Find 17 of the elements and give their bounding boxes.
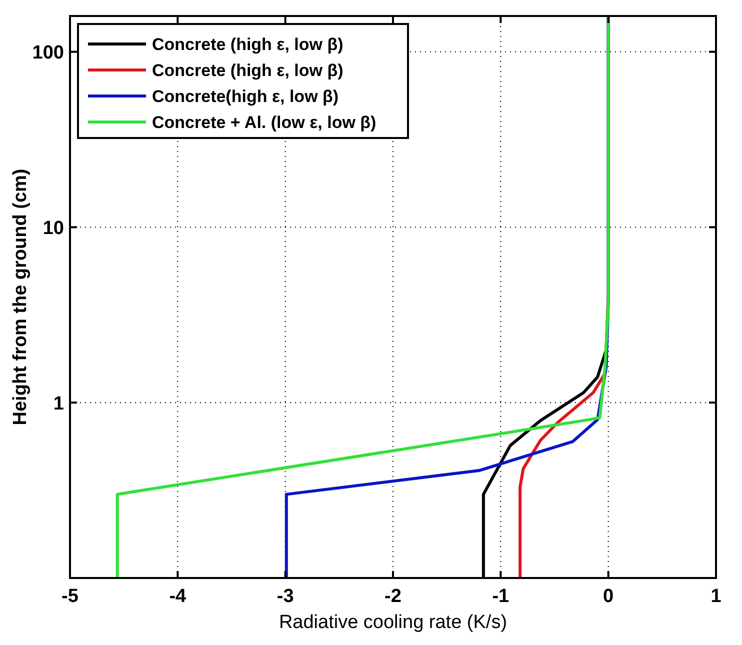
x-axis-title: Radiative cooling rate (K/s) (278, 612, 508, 633)
x-tick-label: -5 (62, 586, 79, 607)
x-tick-label: -1 (492, 586, 510, 607)
line-series (116, 14, 610, 580)
x-tick-label: 0 (603, 586, 614, 607)
y-tick-label: 100 (32, 42, 64, 64)
y-tick-label: 10 (42, 218, 64, 239)
x-tick-label: 1 (710, 586, 722, 607)
x-tick-label: -4 (169, 586, 187, 607)
legend-label: Concrete (high ε, low β) (152, 34, 344, 54)
legend-label: Concrete (high ε, low β) (152, 60, 344, 80)
x-tick-label: -3 (276, 586, 294, 607)
legend-label: Concrete(high ε, low β) (152, 86, 339, 106)
x-tick-label: -2 (384, 586, 402, 607)
y-tick-label: 1 (53, 393, 64, 414)
y-axis-title: Height from the ground (cm) (10, 168, 31, 426)
legend-label: Concrete + Al. (low ε, low β) (152, 112, 376, 132)
